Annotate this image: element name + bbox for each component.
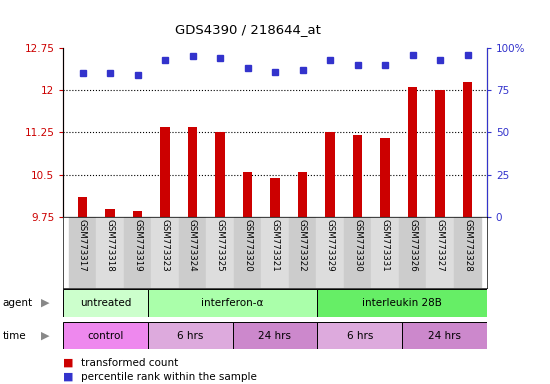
Text: transformed count: transformed count bbox=[81, 358, 178, 368]
Text: ■: ■ bbox=[63, 372, 74, 382]
Text: 6 hrs: 6 hrs bbox=[346, 331, 373, 341]
Bar bbox=[234, 217, 261, 288]
Text: GSM773318: GSM773318 bbox=[106, 219, 114, 272]
Bar bbox=[402, 322, 487, 349]
Text: GSM773323: GSM773323 bbox=[161, 219, 169, 272]
Text: control: control bbox=[87, 331, 124, 341]
Text: 24 hrs: 24 hrs bbox=[258, 331, 292, 341]
Bar bbox=[380, 138, 390, 217]
Text: 24 hrs: 24 hrs bbox=[428, 331, 461, 341]
Bar bbox=[435, 90, 445, 217]
Bar bbox=[426, 217, 454, 288]
Bar bbox=[63, 322, 148, 349]
Text: time: time bbox=[3, 331, 26, 341]
Text: GSM773322: GSM773322 bbox=[298, 219, 307, 272]
Text: interferon-α: interferon-α bbox=[201, 298, 264, 308]
Text: GSM773328: GSM773328 bbox=[463, 219, 472, 272]
Bar bbox=[317, 289, 487, 317]
Text: ▶: ▶ bbox=[41, 331, 50, 341]
Text: ▶: ▶ bbox=[41, 298, 50, 308]
Bar bbox=[78, 197, 87, 217]
Bar bbox=[179, 217, 206, 288]
Text: GSM773326: GSM773326 bbox=[408, 219, 417, 272]
Text: percentile rank within the sample: percentile rank within the sample bbox=[81, 372, 257, 382]
Bar bbox=[270, 177, 280, 217]
Text: interleukin 28B: interleukin 28B bbox=[362, 298, 442, 308]
Bar bbox=[148, 322, 233, 349]
Bar bbox=[325, 132, 335, 217]
Bar bbox=[151, 217, 179, 288]
Text: GSM773325: GSM773325 bbox=[216, 219, 224, 272]
Bar bbox=[63, 289, 148, 317]
Bar bbox=[317, 322, 402, 349]
Text: agent: agent bbox=[3, 298, 33, 308]
Bar bbox=[289, 217, 316, 288]
Bar bbox=[399, 217, 426, 288]
Bar bbox=[261, 217, 289, 288]
Bar bbox=[96, 217, 124, 288]
Text: ■: ■ bbox=[63, 358, 74, 368]
Bar bbox=[243, 172, 252, 217]
Bar bbox=[124, 217, 151, 288]
Bar bbox=[133, 211, 142, 217]
Text: GSM773329: GSM773329 bbox=[326, 219, 334, 272]
Bar bbox=[215, 132, 225, 217]
Bar bbox=[188, 127, 197, 217]
Text: GSM773330: GSM773330 bbox=[353, 219, 362, 272]
Text: untreated: untreated bbox=[80, 298, 131, 308]
Text: 6 hrs: 6 hrs bbox=[177, 331, 204, 341]
Text: GSM773331: GSM773331 bbox=[381, 219, 389, 272]
Bar bbox=[160, 127, 170, 217]
Text: GSM773320: GSM773320 bbox=[243, 219, 252, 272]
Bar bbox=[408, 88, 417, 217]
Bar bbox=[454, 217, 481, 288]
Text: GSM773327: GSM773327 bbox=[436, 219, 444, 272]
Bar bbox=[371, 217, 399, 288]
Bar bbox=[316, 217, 344, 288]
Bar bbox=[69, 217, 96, 288]
Text: GSM773319: GSM773319 bbox=[133, 219, 142, 272]
Text: GSM773321: GSM773321 bbox=[271, 219, 279, 272]
Bar bbox=[344, 217, 371, 288]
Bar bbox=[206, 217, 234, 288]
Bar bbox=[298, 172, 307, 217]
Text: GSM773324: GSM773324 bbox=[188, 219, 197, 272]
Bar bbox=[463, 82, 472, 217]
Text: GSM773317: GSM773317 bbox=[78, 219, 87, 272]
Text: GDS4390 / 218644_at: GDS4390 / 218644_at bbox=[174, 23, 321, 36]
Bar bbox=[353, 135, 362, 217]
Bar bbox=[233, 322, 317, 349]
Bar bbox=[105, 209, 115, 217]
Bar bbox=[148, 289, 317, 317]
